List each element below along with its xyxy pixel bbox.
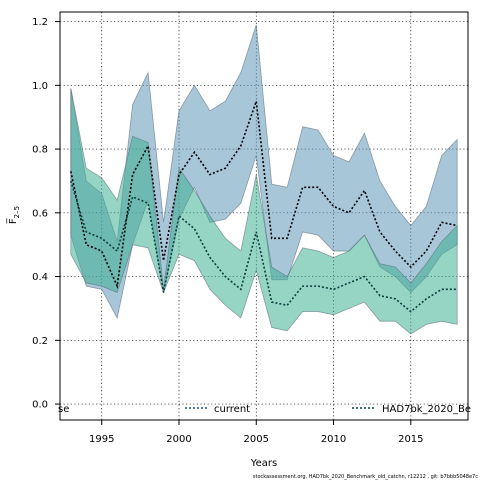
y-axis-label: F̅2–5	[6, 206, 21, 224]
legend-label-current: current	[214, 404, 250, 415]
y-axis: 0.0 0.2 0.4 0.6 0.8 1.0 1.2	[32, 17, 60, 411]
x-axis: 1995 2000 2005 2010 2015	[89, 420, 424, 445]
series-lines	[70, 100, 458, 313]
x-tick-label: 2000	[166, 434, 191, 445]
x-axis-label: Years	[250, 458, 277, 469]
footer-text: stockassessment.org, HAD7bk_2020_Benchma…	[253, 474, 478, 480]
series-line-1	[70, 180, 458, 313]
confidence-bands	[70, 24, 458, 335]
y-tick-label: 0.8	[32, 145, 48, 156]
plot-frame	[59, 11, 469, 421]
series-line-0	[70, 100, 458, 290]
legend: se current HAD7bk_2020_Be	[58, 404, 471, 415]
svg-text:F̅2–5: F̅2–5	[6, 206, 21, 224]
x-tick-label: 2015	[398, 434, 423, 445]
legend-left-text: se	[58, 404, 69, 415]
y-tick-label: 1.0	[32, 81, 48, 92]
x-tick-label: 2010	[321, 434, 346, 445]
y-tick-label: 0.0	[32, 400, 48, 411]
legend-item-had7bk: HAD7bk_2020_Be	[352, 404, 471, 415]
y-tick-label: 0.4	[32, 272, 48, 283]
y-axis-label-main: F̅	[6, 217, 19, 224]
legend-item-current: current	[185, 404, 250, 415]
y-tick-label: 0.2	[32, 336, 48, 347]
y-tick-label: 0.6	[32, 208, 48, 219]
y-tick-label: 1.2	[32, 17, 48, 28]
x-tick-label: 1995	[89, 434, 114, 445]
y-axis-label-sub: 2–5	[13, 206, 21, 218]
legend-label-had7bk: HAD7bk_2020_Be	[382, 404, 471, 415]
x-tick-label: 2005	[244, 434, 269, 445]
